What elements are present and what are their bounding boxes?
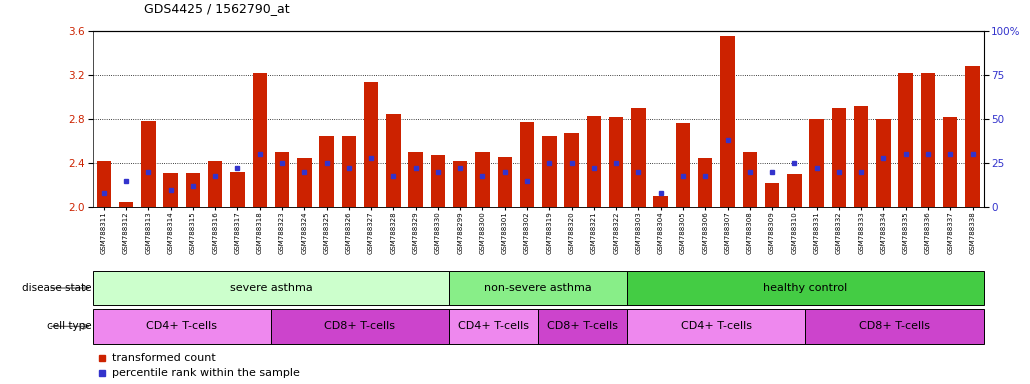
Bar xyxy=(297,158,311,207)
Bar xyxy=(676,124,690,207)
Text: percentile rank within the sample: percentile rank within the sample xyxy=(112,368,300,378)
Bar xyxy=(164,173,178,207)
Text: disease state: disease state xyxy=(23,283,92,293)
Bar xyxy=(497,157,512,207)
Bar xyxy=(252,73,267,207)
Text: CD8+ T-cells: CD8+ T-cells xyxy=(859,321,930,331)
Bar xyxy=(231,172,245,207)
Bar xyxy=(627,309,805,344)
Bar xyxy=(805,309,984,344)
Bar xyxy=(831,108,846,207)
Text: CD4+ T-cells: CD4+ T-cells xyxy=(458,321,529,331)
Bar xyxy=(271,309,449,344)
Bar xyxy=(449,271,627,305)
Bar xyxy=(564,133,579,207)
Bar xyxy=(538,309,627,344)
Bar xyxy=(653,196,667,207)
Text: GDS4425 / 1562790_at: GDS4425 / 1562790_at xyxy=(144,2,289,15)
Bar xyxy=(943,117,958,207)
Bar xyxy=(364,81,378,207)
Bar xyxy=(449,309,539,344)
Text: CD4+ T-cells: CD4+ T-cells xyxy=(681,321,752,331)
Bar xyxy=(720,36,734,207)
Bar xyxy=(854,106,868,207)
Bar xyxy=(141,121,156,207)
Bar xyxy=(743,152,757,207)
Bar xyxy=(97,161,111,207)
Bar xyxy=(898,73,913,207)
Bar xyxy=(877,119,891,207)
Bar xyxy=(765,183,780,207)
Bar xyxy=(631,108,646,207)
Bar xyxy=(386,114,401,207)
Bar xyxy=(627,271,984,305)
Bar xyxy=(587,116,602,207)
Bar xyxy=(453,161,468,207)
Bar xyxy=(93,309,271,344)
Bar xyxy=(409,152,423,207)
Bar xyxy=(921,73,935,207)
Bar xyxy=(609,117,623,207)
Bar xyxy=(342,136,356,207)
Bar xyxy=(431,156,445,207)
Text: cell type: cell type xyxy=(47,321,92,331)
Text: healthy control: healthy control xyxy=(763,283,848,293)
Bar xyxy=(542,136,556,207)
Text: non-severe asthma: non-severe asthma xyxy=(484,283,592,293)
Text: CD8+ T-cells: CD8+ T-cells xyxy=(324,321,396,331)
Bar xyxy=(185,173,200,207)
Bar xyxy=(698,158,713,207)
Text: severe asthma: severe asthma xyxy=(230,283,312,293)
Bar xyxy=(93,271,449,305)
Bar xyxy=(520,122,535,207)
Text: transformed count: transformed count xyxy=(112,353,216,363)
Bar xyxy=(787,174,801,207)
Bar xyxy=(810,119,824,207)
Bar xyxy=(208,161,222,207)
Bar xyxy=(965,66,980,207)
Bar xyxy=(275,152,289,207)
Text: CD4+ T-cells: CD4+ T-cells xyxy=(146,321,217,331)
Bar xyxy=(319,136,334,207)
Text: CD8+ T-cells: CD8+ T-cells xyxy=(547,321,618,331)
Bar xyxy=(118,202,133,207)
Bar xyxy=(475,152,489,207)
